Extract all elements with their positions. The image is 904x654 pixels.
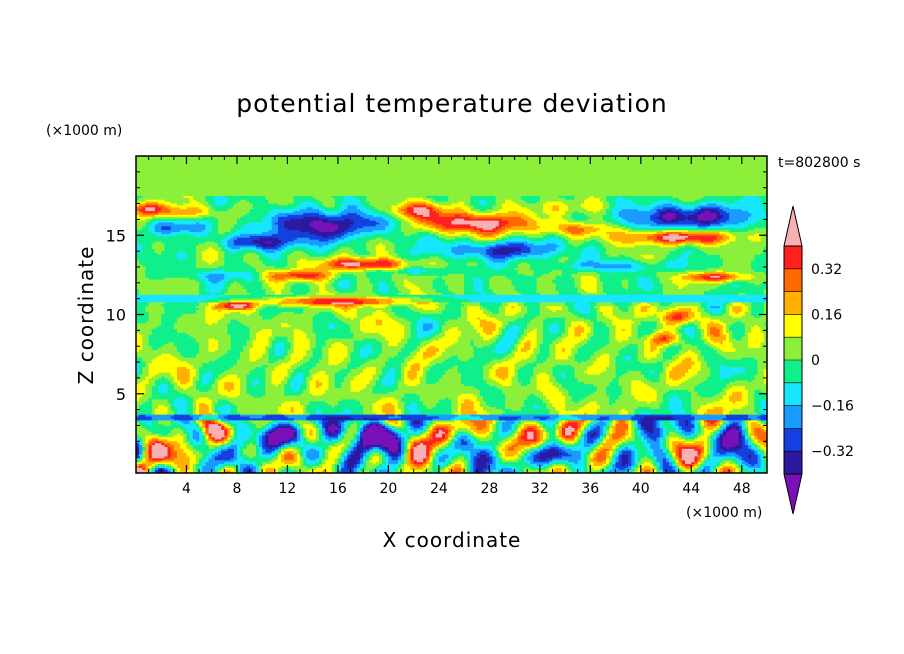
y-unit-label: (×1000 m) — [46, 123, 122, 139]
time-label: t=802800 s — [778, 155, 860, 171]
chart-title: potential temperature deviation — [236, 89, 667, 118]
contour-field — [136, 155, 768, 473]
